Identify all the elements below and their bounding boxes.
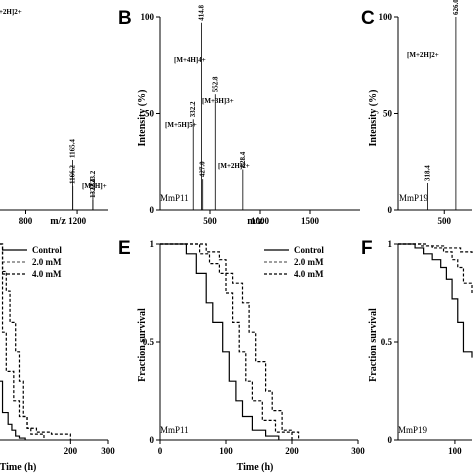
legend-right-label-2mm: 2.0 mM bbox=[294, 257, 324, 267]
legend-right-label-4mm: 4.0 mM bbox=[294, 269, 324, 279]
panel-a-peak-label: 1165.4 bbox=[69, 139, 77, 158]
panel-b-x-tick-label: 1000 bbox=[251, 216, 270, 226]
panel-b-ylabel: Intensity (%) bbox=[137, 90, 148, 147]
panel-d-xlabel: Time (h) bbox=[0, 462, 36, 473]
legend-left-label-4mm: 4.0 mM bbox=[32, 269, 62, 279]
panel-f-ylabel: Fraction survival bbox=[368, 308, 379, 382]
panel-c-y-tick-label: 100 bbox=[379, 12, 393, 22]
panel-b-y-tick-label: 0 bbox=[150, 205, 155, 215]
panel-b-peak-label: 552.8 bbox=[211, 76, 219, 92]
panel-e-x-tick-label: 300 bbox=[351, 446, 365, 456]
panel-b-y-tick-label: 100 bbox=[141, 12, 155, 22]
panel-e-sample-name: MmP11 bbox=[160, 425, 189, 435]
panel-b-annotation: [M+5H]5+ bbox=[165, 121, 197, 129]
panel-f-x-tick-label: 100 bbox=[448, 446, 462, 456]
panel-c-y-tick-label: 0 bbox=[388, 205, 393, 215]
panel-a-annotation: [M+H]+ bbox=[82, 182, 107, 190]
panel-f-series-control bbox=[398, 243, 473, 358]
panel-a-peak-label: 1322.4 bbox=[89, 178, 97, 198]
panel-d-x-tick-label: 200 bbox=[64, 446, 78, 456]
panel-a-annotation: [M+2H]2+ bbox=[0, 8, 22, 16]
panel-f-y-tick-label: 0.5 bbox=[381, 337, 393, 347]
panel-e-y-tick-label: 1 bbox=[150, 239, 155, 249]
legend-left-label-2mm: 2.0 mM bbox=[32, 257, 62, 267]
panel-b-y-tick-label: 50 bbox=[145, 109, 155, 119]
panel-c-x-tick-label: 500 bbox=[438, 216, 452, 226]
panel-b-annotation: [M+4H]4+ bbox=[174, 56, 206, 64]
panel-c-y-tick-label: 50 bbox=[383, 109, 393, 119]
panel-f-y-tick-label: 1 bbox=[388, 239, 393, 249]
panel-c-ylabel: Intensity (%) bbox=[368, 90, 379, 147]
panel-d-series-4-0-mm bbox=[0, 243, 45, 440]
panel-d-series-2-0-mm bbox=[0, 243, 71, 440]
panel-b-x-tick-label: 500 bbox=[203, 216, 217, 226]
panel-e-y-tick-label: 0.5 bbox=[143, 337, 155, 347]
panel-e-x-tick-label: 0 bbox=[158, 446, 163, 456]
panel-f-sample-name: MmP19 bbox=[398, 425, 428, 435]
panel-c-peak-label: 626.0 bbox=[452, 0, 460, 15]
legend-right-label-control: Control bbox=[294, 245, 324, 255]
legend-right: Control 2.0 mM 4.0 mM bbox=[264, 245, 324, 279]
panel-b-peak-label: 332.2 bbox=[189, 101, 197, 117]
panel-b-x-tick-label: 1500 bbox=[301, 216, 320, 226]
panel-f-y-tick-label: 0 bbox=[388, 435, 393, 445]
panel-b-sample-name: MmP11 bbox=[160, 193, 189, 203]
panel-a-x-tick-label: 1200 bbox=[68, 216, 87, 226]
panel-a-xlabel: m/z bbox=[50, 216, 66, 227]
panel-e-ylabel: Fraction survival bbox=[137, 308, 148, 382]
panel-e-x-tick-label: 200 bbox=[285, 446, 299, 456]
panel-e-x-tick-label: 100 bbox=[219, 446, 233, 456]
panel-c-sample-name: MmP19 bbox=[399, 193, 429, 203]
panel-b-peak-label: 427.0 bbox=[199, 161, 207, 177]
panel-letter-b: B bbox=[118, 8, 132, 29]
panel-e-series-2-0-mm bbox=[160, 243, 300, 440]
panel-b-annotation: [M+3H]3+ bbox=[202, 97, 234, 105]
legend-left-label-control: Control bbox=[32, 245, 62, 255]
panel-e-series-control bbox=[160, 243, 280, 440]
panel-a-peak-label: 1323.2 bbox=[89, 170, 97, 190]
panel-e-y-tick-label: 0 bbox=[150, 435, 155, 445]
panel-letter-f: F bbox=[361, 238, 373, 259]
panel-e-xlabel: Time (h) bbox=[237, 462, 274, 473]
panel-b-annotation: [M+2H]2+ bbox=[218, 162, 250, 170]
panel-letter-c: C bbox=[361, 8, 375, 29]
panel-letter-e: E bbox=[118, 238, 131, 259]
panel-b-peak-label: 828.4 bbox=[239, 151, 247, 167]
panel-a-x-tick-label: 800 bbox=[19, 216, 33, 226]
panel-d-series-control bbox=[0, 380, 26, 440]
panel-c-peak-label: 318.4 bbox=[423, 165, 431, 181]
panel-b-peak-label: 414.8 bbox=[197, 5, 205, 21]
panel-c-annotation: [M+2H]2+ bbox=[407, 51, 439, 59]
panel-b-xlabel: m/z bbox=[247, 216, 263, 227]
panel-e-series-4-0-mm bbox=[160, 243, 293, 440]
legend-left: Control 2.0 mM 4.0 mM bbox=[2, 245, 62, 279]
panel-f-series-4-0-mm bbox=[398, 243, 473, 254]
panel-a-peak-label: 1166.2 bbox=[69, 165, 77, 184]
panel-f-series-2-0-mm bbox=[398, 243, 473, 295]
panel-d-x-tick-label: 300 bbox=[101, 446, 115, 456]
